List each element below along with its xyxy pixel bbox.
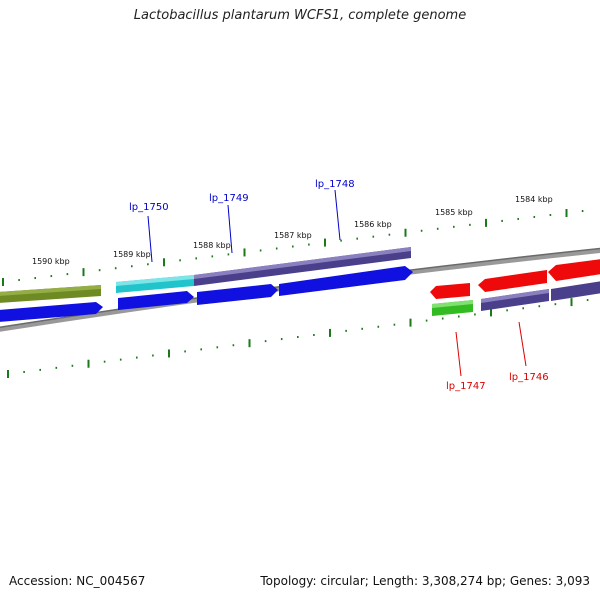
gene-lp-1746-arrow[interactable] — [478, 270, 547, 292]
gene-arrow[interactable] — [548, 259, 600, 281]
kbp-label: 1584 kbp — [515, 195, 553, 204]
kbp-label: 1586 kbp — [354, 220, 392, 229]
gene-label: lp_1749 — [209, 193, 249, 204]
gene-arrow[interactable] — [118, 291, 194, 310]
gene-label: lp_1747 — [446, 381, 486, 392]
callout-line — [334, 189, 341, 241]
kbp-label: 1587 kbp — [274, 231, 312, 240]
kbp-label: 1590 kbp — [32, 257, 70, 266]
gene-label: lp_1746 — [509, 372, 549, 383]
kbp-label: 1589 kbp — [113, 250, 151, 259]
plus-strand-lower-row — [0, 266, 413, 322]
plus-strand-upper-row — [0, 247, 411, 303]
gene-label: lp_1750 — [129, 202, 169, 213]
inner-tick-row — [7, 298, 589, 378]
gene-arrow[interactable] — [279, 266, 413, 296]
map-title: Lactobacillus plantarum WCFS1, complete … — [133, 8, 467, 23]
callout-line — [227, 204, 233, 254]
callout-line — [518, 321, 527, 367]
gene-segment[interactable] — [551, 281, 600, 301]
callout-line — [147, 215, 153, 263]
minus-strand-upper-row — [430, 259, 600, 299]
genome-summary: Topology: circular; Length: 3,308,274 bp… — [260, 574, 590, 588]
callout-line — [455, 331, 462, 377]
minus-strand-lower-row — [432, 281, 600, 316]
accession-text: Accession: NC_004567 — [9, 574, 146, 588]
gene-label: lp_1748 — [315, 179, 355, 190]
gene-arrow[interactable] — [197, 284, 278, 305]
gene-lp-1747-arrow[interactable] — [430, 283, 470, 299]
kbp-label: 1585 kbp — [435, 208, 473, 217]
outer-tick-row — [2, 209, 584, 286]
kbp-label: 1588 kbp — [193, 241, 231, 250]
gene-arrow[interactable] — [0, 302, 103, 322]
